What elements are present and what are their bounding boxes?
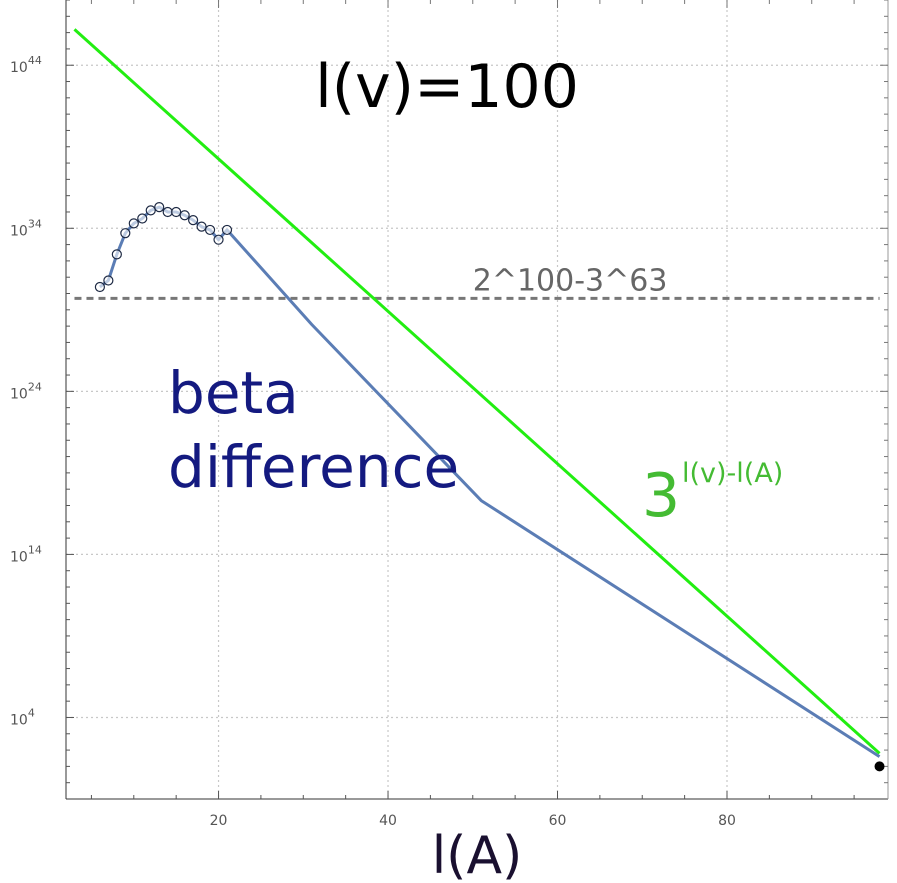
y-tick-label: 1044 [10,54,42,76]
x-tick-label: 60 [549,813,567,829]
data-point [154,201,165,213]
end-point [874,761,885,772]
reference-line-group: 2^100-3^63 [74,263,880,300]
data-point [213,234,224,245]
series-line-exponential [73,28,881,755]
series-label-exponential-base: 3 [642,461,680,531]
data-point [221,224,233,236]
axes [65,0,889,800]
data-point [196,221,207,232]
data-point [145,205,156,216]
series-label-beta-difference: difference [168,433,459,501]
reference-line-label: 2^100-3^63 [473,263,668,298]
data-point [137,213,148,224]
series-label-exponential-power: l(v)-l(A) [682,458,783,489]
x-tick-label: 80 [718,813,736,829]
data-point [179,210,190,221]
chart-title: l(v)=100 [315,52,579,122]
y-tick-label: 104 [10,706,35,728]
y-tick-label: 1014 [10,543,42,565]
data-point [111,249,122,260]
axis-ticks: 20 40 60 80 104 1014 1024 1034 1044 [10,0,888,829]
data-point [94,281,105,293]
data-point [162,206,173,218]
x-tick-label: 40 [379,813,397,829]
data-point [128,218,139,229]
data-point [188,215,199,226]
data-point [171,206,182,218]
series-label-beta-difference: beta [168,359,299,427]
series-group [73,28,885,772]
data-point [120,228,131,239]
x-tick-label: 20 [210,813,228,829]
x-axis-label: l(A) [432,826,523,883]
data-point [204,224,216,236]
y-tick-label: 1034 [10,217,42,239]
data-point [103,275,114,286]
grid-lines [66,0,888,799]
y-tick-label: 1024 [10,380,42,402]
